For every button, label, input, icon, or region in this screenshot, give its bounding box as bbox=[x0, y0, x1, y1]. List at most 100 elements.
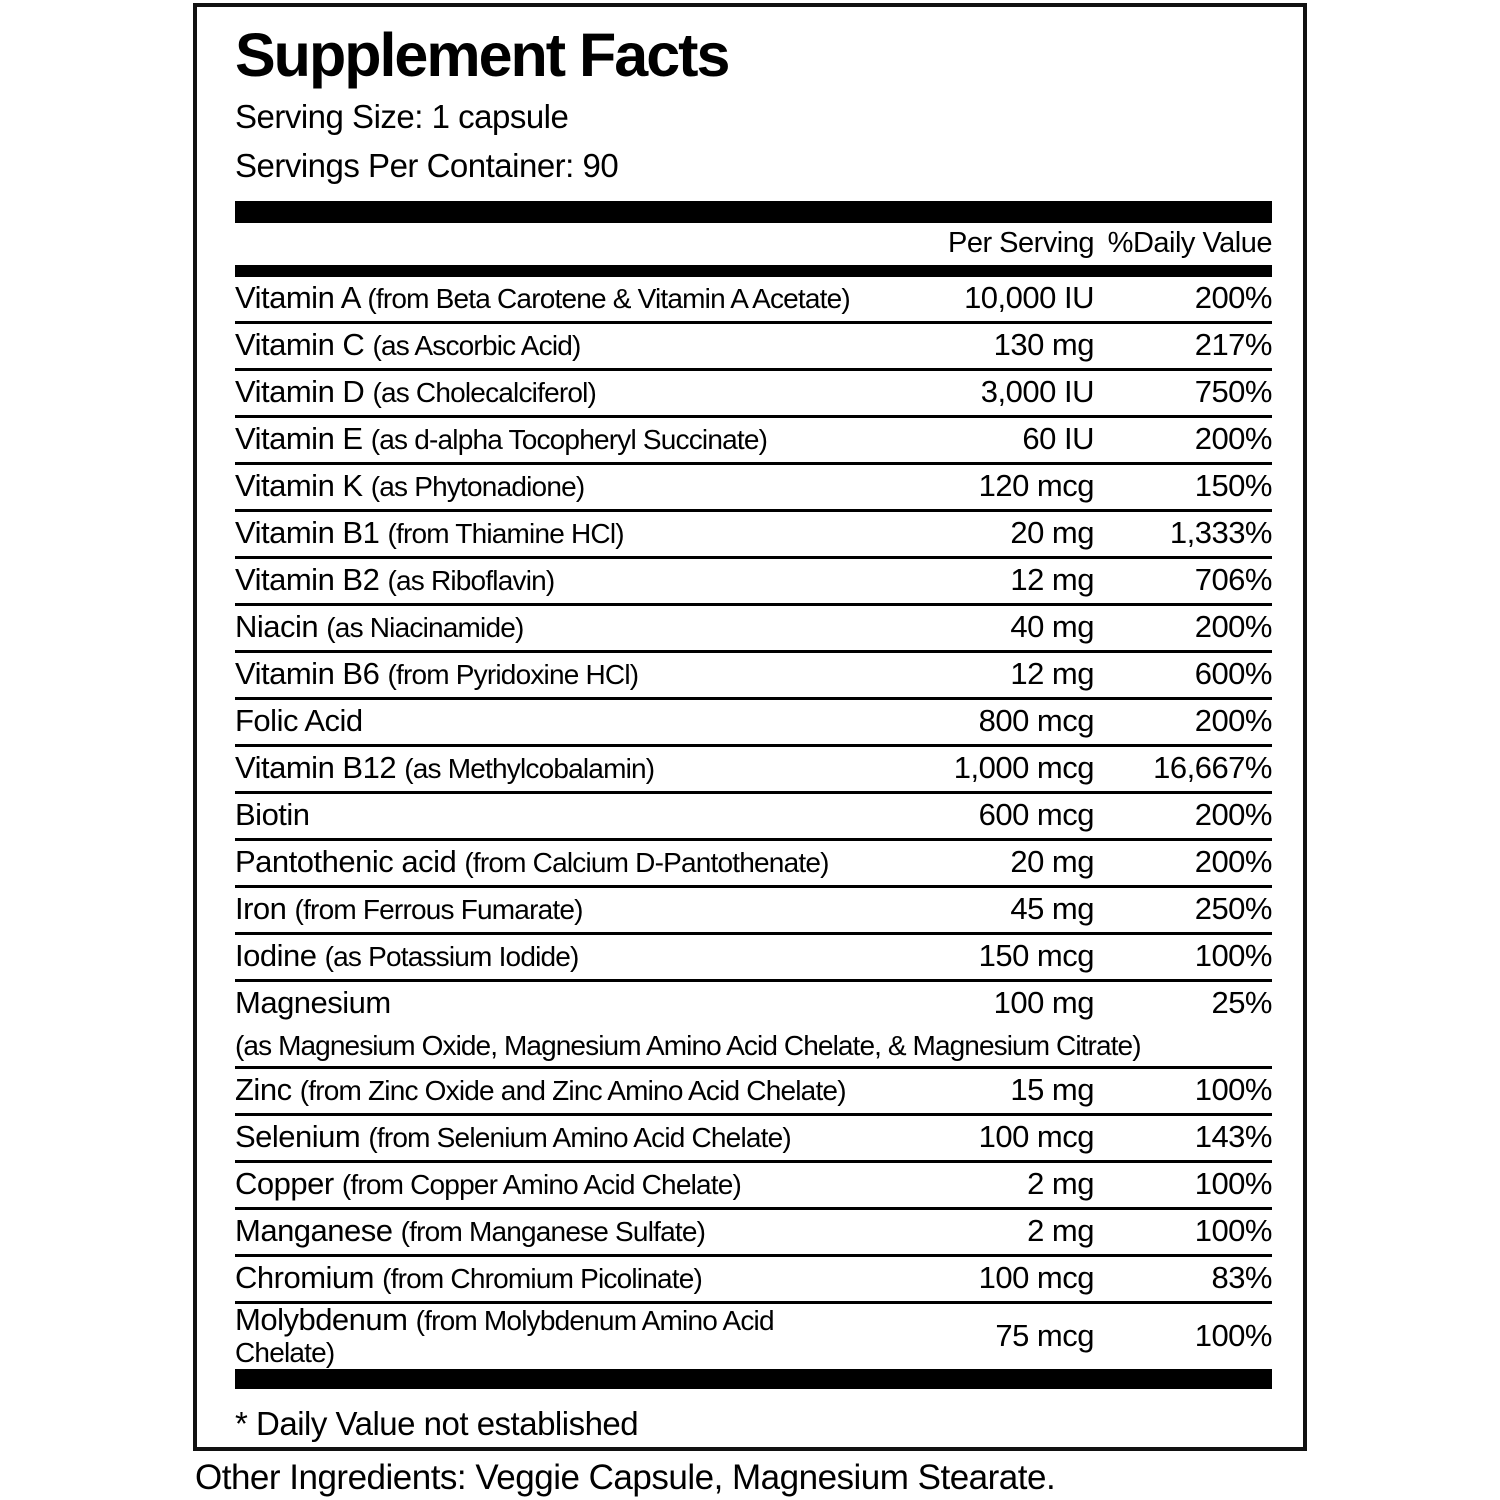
nutrient-name: Molybdenum bbox=[235, 1301, 408, 1337]
nutrient-name-cell: Vitamin A (from Beta Carotene & Vitamin … bbox=[235, 282, 879, 315]
nutrient-name: Zinc bbox=[235, 1072, 292, 1108]
panel-title: Supplement Facts bbox=[235, 21, 730, 89]
supplement-facts-panel: Supplement Facts Serving Size: 1 capsule… bbox=[193, 3, 1307, 1451]
nutrient-row: Pantothenic acid (from Calcium D-Pantoth… bbox=[235, 837, 1273, 885]
nutrient-row: Folic Acid 800 mcg 200% bbox=[235, 696, 1273, 744]
nutrient-row: Iodine (as Potassium Iodide) 150 mcg 100… bbox=[235, 931, 1273, 979]
nutrient-name: Vitamin B1 bbox=[235, 515, 380, 551]
nutrient-row: Copper (from Copper Amino Acid Chelate) … bbox=[235, 1159, 1273, 1207]
nutrient-name: Folic Acid bbox=[235, 703, 363, 739]
nutrient-amount: 12 mg bbox=[1010, 656, 1094, 692]
nutrient-daily-value: 200% bbox=[1194, 844, 1273, 880]
column-header-row: Per Serving %Daily Value bbox=[235, 223, 1273, 265]
nutrient-name: Manganese bbox=[235, 1213, 393, 1249]
nutrient-name: Selenium bbox=[235, 1119, 361, 1155]
nutrient-daily-value: 200% bbox=[1194, 280, 1273, 316]
nutrient-daily-value: 25% bbox=[1211, 985, 1272, 1021]
nutrient-name: Vitamin E bbox=[235, 421, 363, 457]
nutrient-daily-value: 100% bbox=[1194, 1317, 1273, 1353]
nutrient-row-main: Vitamin B1 (from Thiamine HCl) 20 mg 1,3… bbox=[235, 512, 1273, 556]
nutrient-row: Vitamin B6 (from Pyridoxine HCl) 12 mg 6… bbox=[235, 649, 1273, 697]
nutrient-amount: 60 IU bbox=[1022, 421, 1094, 457]
nutrient-source: (as Niacinamide) bbox=[326, 612, 524, 644]
nutrient-row: Vitamin B1 (from Thiamine HCl) 20 mg 1,3… bbox=[235, 508, 1273, 556]
nutrient-name: Vitamin C bbox=[235, 327, 365, 363]
nutrient-daily-value: 150% bbox=[1194, 468, 1273, 504]
nutrient-source: (from Calcium D-Pantothenate) bbox=[464, 847, 829, 879]
nutrient-name-cell: Vitamin B1 (from Thiamine HCl) bbox=[235, 517, 879, 550]
nutrient-source: (as Methylcobalamin) bbox=[404, 753, 655, 785]
nutrient-daily-value: 750% bbox=[1194, 374, 1273, 410]
nutrient-row-main: Niacin (as Niacinamide) 40 mg 200% bbox=[235, 606, 1273, 650]
nutrient-row-main: Vitamin D (as Cholecalciferol) 3,000 IU … bbox=[235, 371, 1273, 415]
nutrient-name-cell: Iodine (as Potassium Iodide) bbox=[235, 940, 879, 973]
nutrient-amount: 150 mcg bbox=[978, 938, 1095, 974]
nutrient-name-cell: Chromium (from Chromium Picolinate) bbox=[235, 1262, 879, 1295]
nutrient-source: (as d-alpha Tocopheryl Succinate) bbox=[370, 424, 768, 456]
nutrient-row: Vitamin D (as Cholecalciferol) 3,000 IU … bbox=[235, 367, 1273, 415]
nutrient-name-cell: Vitamin B2 (as Riboflavin) bbox=[235, 564, 879, 597]
nutrient-name: Vitamin B6 bbox=[235, 656, 380, 692]
nutrient-amount: 100 mcg bbox=[978, 1119, 1095, 1155]
divider-thick-top bbox=[235, 200, 1272, 223]
nutrient-name-cell: Zinc (from Zinc Oxide and Zinc Amino Aci… bbox=[235, 1074, 879, 1107]
nutrient-name-cell: Biotin bbox=[235, 799, 879, 832]
divider-medium bbox=[235, 264, 1272, 277]
nutrient-name-cell: Copper (from Copper Amino Acid Chelate) bbox=[235, 1168, 879, 1201]
nutrient-row-main: Selenium (from Selenium Amino Acid Chela… bbox=[235, 1116, 1273, 1160]
nutrient-source-line2: (as Magnesium Oxide, Magnesium Amino Aci… bbox=[235, 1029, 1142, 1061]
nutrient-name-cell: Folic Acid bbox=[235, 705, 879, 738]
nutrient-row: Vitamin K (as Phytonadione) 120 mcg 150% bbox=[235, 461, 1273, 509]
nutrient-daily-value: 100% bbox=[1194, 1072, 1273, 1108]
nutrient-name-cell: Vitamin B6 (from Pyridoxine HCl) bbox=[235, 658, 879, 691]
nutrient-daily-value: 600% bbox=[1194, 656, 1273, 692]
nutrient-amount: 120 mcg bbox=[978, 468, 1095, 504]
nutrient-amount: 15 mg bbox=[1010, 1072, 1094, 1108]
nutrient-name: Iron bbox=[235, 891, 287, 927]
nutrient-source: (from Copper Amino Acid Chelate) bbox=[341, 1169, 742, 1201]
nutrient-row-main: Copper (from Copper Amino Acid Chelate) … bbox=[235, 1163, 1273, 1207]
nutrient-name-cell: Pantothenic acid (from Calcium D-Pantoth… bbox=[235, 846, 879, 879]
nutrient-row: Vitamin C (as Ascorbic Acid) 130 mg 217% bbox=[235, 320, 1273, 368]
nutrient-daily-value: 200% bbox=[1194, 703, 1273, 739]
col-header-per-serving: Per Serving bbox=[947, 227, 1095, 260]
nutrient-name-cell: Vitamin K (as Phytonadione) bbox=[235, 470, 879, 503]
nutrient-source: (from Molybdenum Amino Acid Chelate) bbox=[235, 1304, 775, 1369]
nutrient-name-cell: Vitamin C (as Ascorbic Acid) bbox=[235, 329, 879, 362]
nutrient-row: Molybdenum (from Molybdenum Amino Acid C… bbox=[235, 1300, 1273, 1369]
nutrient-name: Niacin bbox=[235, 609, 319, 645]
nutrient-source: (from Pyridoxine HCl) bbox=[387, 659, 639, 691]
nutrient-daily-value: 706% bbox=[1194, 562, 1273, 598]
nutrient-name-cell: Magnesium bbox=[235, 987, 879, 1020]
nutrient-daily-value: 16,667% bbox=[1153, 750, 1272, 786]
divider-thick-bottom bbox=[235, 1368, 1272, 1389]
nutrient-name: Magnesium bbox=[235, 985, 391, 1021]
nutrient-daily-value: 100% bbox=[1194, 1213, 1273, 1249]
nutrient-daily-value: 100% bbox=[1194, 938, 1273, 974]
nutrient-amount: 20 mg bbox=[1010, 515, 1094, 551]
nutrient-row-main: Molybdenum (from Molybdenum Amino Acid C… bbox=[235, 1301, 1273, 1369]
nutrient-source: (from Manganese Sulfate) bbox=[400, 1216, 706, 1248]
nutrient-source: (as Potassium Iodide) bbox=[324, 941, 580, 973]
nutrient-row-main: Vitamin B12 (as Methylcobalamin) 1,000 m… bbox=[235, 747, 1273, 791]
nutrient-row-main: Folic Acid 800 mcg 200% bbox=[235, 700, 1273, 744]
nutrient-daily-value: 200% bbox=[1194, 421, 1273, 457]
nutrient-name-cell: Vitamin B12 (as Methylcobalamin) bbox=[235, 752, 879, 785]
nutrient-row-main: Iodine (as Potassium Iodide) 150 mcg 100… bbox=[235, 935, 1273, 979]
nutrient-row: Manganese (from Manganese Sulfate) 2 mg … bbox=[235, 1206, 1273, 1254]
nutrient-source: (from Selenium Amino Acid Chelate) bbox=[368, 1122, 791, 1154]
nutrient-source: (as Phytonadione) bbox=[370, 471, 585, 503]
nutrient-row: Vitamin B2 (as Riboflavin) 12 mg 706% bbox=[235, 555, 1273, 603]
nutrient-row-main: Vitamin K (as Phytonadione) 120 mcg 150% bbox=[235, 465, 1273, 509]
nutrient-amount: 2 mg bbox=[1027, 1166, 1094, 1202]
nutrient-name-cell: Manganese (from Manganese Sulfate) bbox=[235, 1215, 879, 1248]
col-header-daily-value: %Daily Value bbox=[1107, 227, 1273, 260]
nutrient-daily-value: 143% bbox=[1194, 1119, 1273, 1155]
nutrient-amount: 3,000 IU bbox=[980, 374, 1095, 410]
nutrient-source: (as Riboflavin) bbox=[387, 565, 555, 597]
nutrient-row: Biotin 600 mcg 200% bbox=[235, 790, 1273, 838]
nutrient-row: Magnesium 100 mg 25% (as Magnesium Oxide… bbox=[235, 978, 1273, 1066]
nutrient-daily-value: 100% bbox=[1194, 1166, 1273, 1202]
nutrient-amount: 2 mg bbox=[1027, 1213, 1094, 1249]
